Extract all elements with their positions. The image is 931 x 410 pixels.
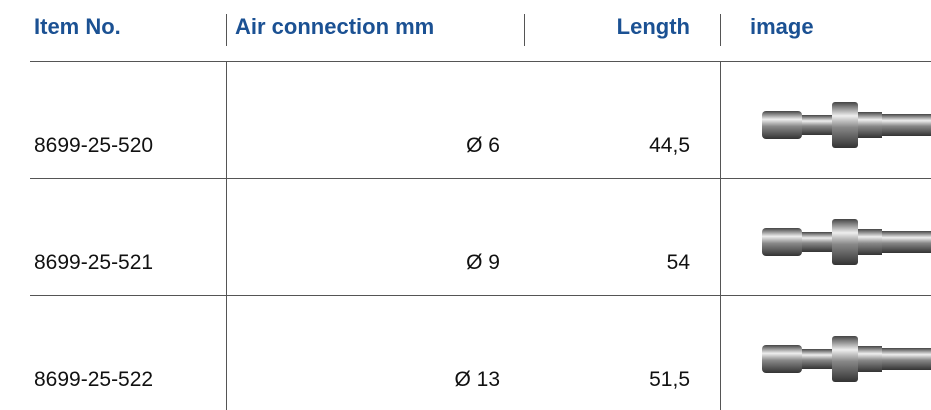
header-cell: Item No. — [34, 14, 121, 39]
length: 51,5 — [649, 368, 690, 391]
air-connection: Ø 13 — [454, 368, 500, 391]
item-number: 8699-25-522 — [34, 368, 154, 391]
connector-image — [762, 219, 931, 265]
header-cell: Air connection mm — [235, 14, 435, 39]
length: 44,5 — [649, 134, 690, 157]
row-rule — [30, 295, 931, 296]
column-line — [720, 62, 721, 410]
item-number: 8699-25-521 — [34, 251, 154, 274]
header-cell: Length — [616, 14, 690, 39]
length: 54 — [666, 251, 690, 274]
row-rule — [30, 178, 931, 179]
item-number: 8699-25-520 — [34, 134, 154, 157]
separator — [524, 14, 525, 46]
column-line — [226, 62, 227, 410]
connector-image — [762, 336, 931, 382]
separator — [720, 14, 721, 46]
air-connection: Ø 9 — [466, 251, 500, 274]
connector-image — [762, 102, 931, 148]
header-cell: image — [750, 14, 814, 39]
separator — [226, 14, 227, 46]
header-rule — [30, 61, 931, 62]
air-connection: Ø 6 — [466, 134, 500, 157]
